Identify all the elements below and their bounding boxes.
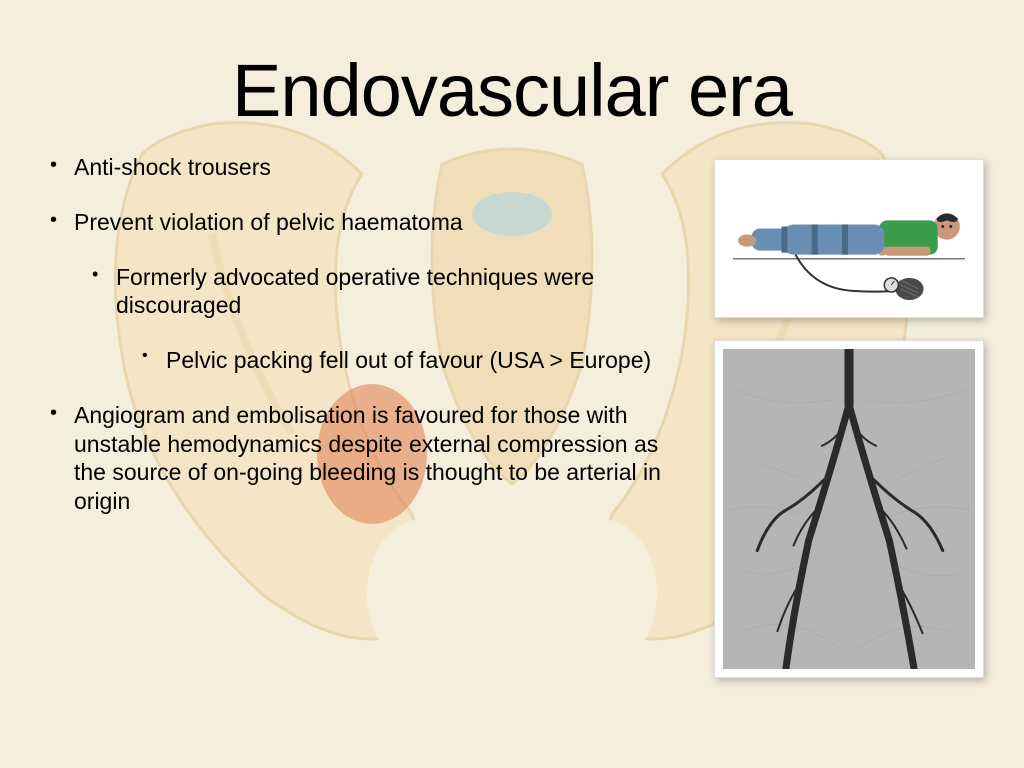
bullet-item: Anti-shock trousers [40,153,694,182]
slide-title: Endovascular era [40,0,984,153]
content-row: Anti-shock trousers Prevent violation of… [40,153,984,678]
bullet-item: Prevent violation of pelvic haematoma Fo… [40,208,694,375]
bullet-item: Pelvic packing fell out of favour (USA >… [116,346,694,375]
figure-angiogram [714,340,984,678]
text-column: Anti-shock trousers Prevent violation of… [40,153,694,678]
angiogram-image-icon [723,349,975,669]
slide-content: Endovascular era Anti-shock trousers Pre… [0,0,1024,768]
bullet-item: Formerly advocated operative techniques … [74,263,694,375]
bullet-item: Angiogram and embolisation is favoured f… [40,401,694,516]
bullet-text: Anti-shock trousers [74,154,271,180]
bullet-text: Angiogram and embolisation is favoured f… [74,402,661,514]
patient-illustration-icon [723,168,975,309]
image-column [714,153,984,678]
bullet-list: Anti-shock trousers Prevent violation of… [40,153,694,516]
bullet-text: Formerly advocated operative techniques … [116,264,594,319]
bullet-text: Pelvic packing fell out of favour (USA >… [166,347,651,373]
figure-anti-shock-trousers [714,159,984,318]
bullet-text: Prevent violation of pelvic haematoma [74,209,463,235]
